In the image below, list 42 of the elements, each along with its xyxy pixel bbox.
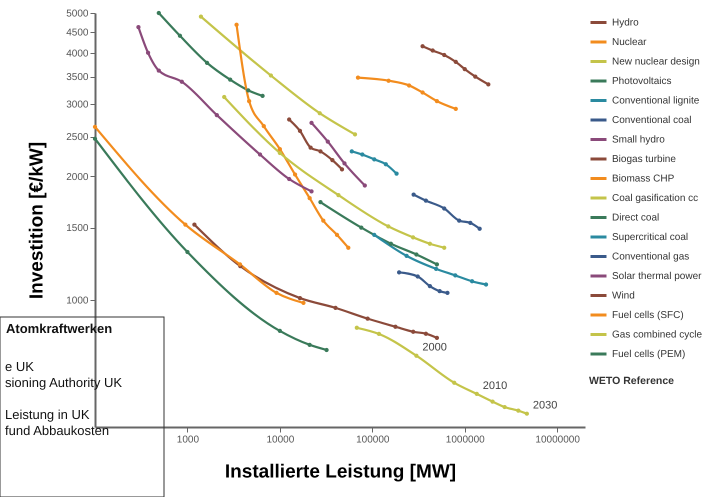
legend-label: Conventional coal xyxy=(612,115,692,126)
x-tick-label: 1000 xyxy=(176,434,200,446)
legend-label: Biogas turbine xyxy=(612,154,676,165)
x-tick-label: 10000000 xyxy=(535,434,580,446)
annotation: 2000 xyxy=(422,342,447,354)
y-tick-label: 4500 xyxy=(66,27,89,38)
annotation: 2030 xyxy=(532,400,558,412)
legend-label: Hydro xyxy=(612,18,640,28)
legend-label: Conventional gas xyxy=(612,252,690,262)
y-tick-label: 1000 xyxy=(66,295,89,306)
line-series xyxy=(287,117,344,172)
legend-label: Gas combined cycle xyxy=(612,330,702,340)
x-tick-label: 1000000 xyxy=(446,434,486,446)
x-tick-label: 100000 xyxy=(356,434,390,446)
y-tick-label: 3000 xyxy=(66,100,89,111)
legend-label: Supercritical coal xyxy=(612,232,688,243)
legend-label: Small hydro xyxy=(612,134,666,146)
text: Leistung in UK xyxy=(5,407,90,422)
text: e UK xyxy=(5,359,34,374)
y-axis-title: Investition [€/kW] xyxy=(26,142,48,300)
y-tick-label: 2500 xyxy=(66,132,89,144)
y-tick-label: 4000 xyxy=(66,48,89,60)
legend-label: Biomass CHP xyxy=(612,174,675,184)
x-axis-title: Installierte Leistung [MW] xyxy=(224,462,456,482)
y-tick-label: 2000 xyxy=(66,172,89,183)
y-tick-label: 5000 xyxy=(66,8,89,20)
legend-title: WETO Reference xyxy=(589,375,674,387)
legend-label: Conventional lignite xyxy=(612,96,700,106)
legend-label: Fuel cells (PEM) xyxy=(612,349,686,360)
legend-label: Coal gasification cc xyxy=(612,193,698,204)
y-tick-label: 1500 xyxy=(66,223,89,234)
legend-label: Nuclear xyxy=(612,37,648,48)
x-tick-label: 10000 xyxy=(266,434,295,446)
legend-label: Direct coal xyxy=(612,212,660,224)
annotation: fund Abbaukosten xyxy=(5,423,110,438)
legend-label: Fuel cells (SFC) xyxy=(612,310,684,321)
y-tick-label: 3500 xyxy=(66,72,89,84)
annotation: 2010 xyxy=(482,380,508,392)
legend-label: Photovoltaics xyxy=(612,76,672,87)
legend-label: Solar thermal power xyxy=(612,271,702,282)
legend-label: Wind xyxy=(612,290,635,302)
legend-label: New nuclear design xyxy=(612,56,700,68)
